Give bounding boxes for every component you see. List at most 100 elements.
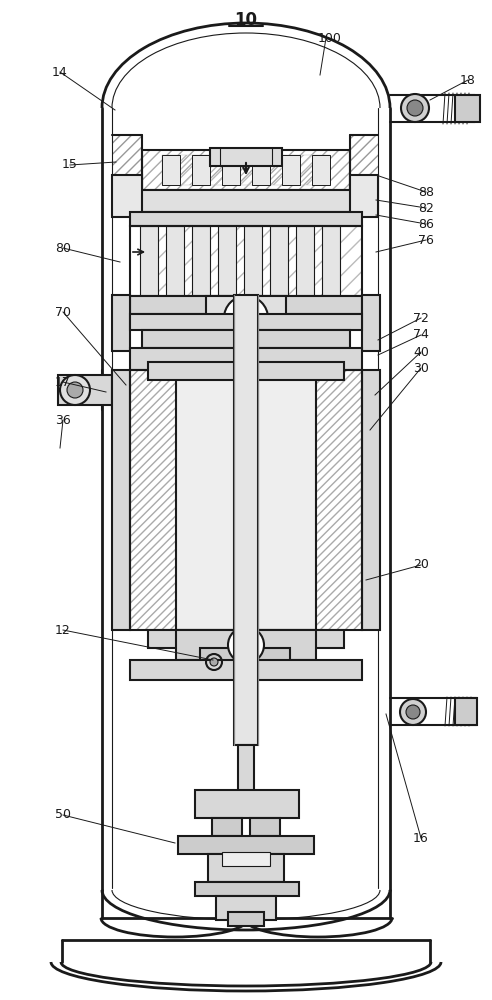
Bar [130,348,362,370]
Circle shape [67,382,83,398]
Circle shape [407,100,423,116]
Bar [210,148,282,166]
Circle shape [224,296,268,340]
Text: 70: 70 [55,306,71,318]
Bar [130,660,362,680]
Circle shape [228,627,264,663]
Bar [130,314,362,330]
Bar [130,226,362,296]
Bar [142,150,350,190]
Bar [178,836,314,854]
Bar [130,370,246,630]
Bar [130,314,362,330]
Text: 17: 17 [55,375,71,388]
Text: 100: 100 [318,31,342,44]
Bar [142,330,350,348]
Circle shape [210,658,218,666]
Text: 80: 80 [55,241,71,254]
Bar [112,295,130,351]
Bar [112,135,142,190]
Bar [282,155,300,185]
Bar [455,95,480,122]
Bar [362,370,380,630]
Bar [176,370,316,630]
Bar [218,226,236,296]
Bar [140,226,158,296]
Bar [244,226,262,296]
Bar [112,370,130,630]
Text: 14: 14 [52,66,68,79]
Bar [130,190,362,212]
Text: 15: 15 [62,158,78,172]
Bar [238,745,254,800]
Bar [166,226,184,296]
Bar [195,790,299,818]
Circle shape [400,699,426,725]
Bar [228,912,264,926]
Circle shape [406,705,420,719]
Circle shape [401,94,429,122]
Bar [350,175,378,217]
Bar [148,630,344,648]
Bar [148,362,344,380]
Bar [252,155,270,185]
Bar [58,375,112,405]
Bar [246,370,362,630]
Text: 10: 10 [235,11,257,29]
Bar [176,630,316,660]
Bar [222,852,270,866]
Bar [142,150,350,190]
Bar [362,370,380,630]
Bar [130,660,362,680]
Bar [192,155,210,185]
Bar [130,348,362,370]
Bar [176,630,316,660]
Bar [362,295,380,351]
Text: 16: 16 [413,832,429,844]
Bar [222,155,240,185]
Bar [250,818,280,836]
Bar [162,155,330,185]
Bar [130,212,362,226]
Bar [112,370,130,630]
Bar [140,226,362,296]
Text: 76: 76 [418,233,434,246]
Bar [176,370,316,630]
Bar [192,226,210,296]
Bar [270,226,288,296]
Bar [322,226,340,296]
Bar [200,648,290,670]
Bar [234,295,258,745]
Bar [455,698,477,725]
Bar [130,296,362,314]
Bar [130,370,362,630]
Text: 36: 36 [55,414,71,426]
Bar [350,135,378,190]
Text: 18: 18 [460,74,476,87]
Bar [208,854,284,882]
Bar [350,175,378,217]
Bar [112,295,130,351]
Bar [112,175,142,217]
Text: 74: 74 [413,328,429,342]
Text: 12: 12 [55,624,71,637]
Bar [234,295,258,745]
Text: 50: 50 [55,808,71,822]
Text: 40: 40 [413,346,429,359]
Circle shape [234,306,258,330]
Text: 88: 88 [418,186,434,198]
Bar [206,296,286,341]
Bar [296,226,314,296]
Bar [195,882,299,896]
Circle shape [60,375,90,405]
Text: 86: 86 [418,218,434,231]
Text: 30: 30 [413,361,429,374]
Bar [206,296,286,341]
Bar [216,896,276,920]
Bar [212,818,242,836]
Bar [312,155,330,185]
Text: 72: 72 [413,312,429,324]
Bar [130,190,362,212]
Bar [162,155,180,185]
Bar [130,296,362,314]
